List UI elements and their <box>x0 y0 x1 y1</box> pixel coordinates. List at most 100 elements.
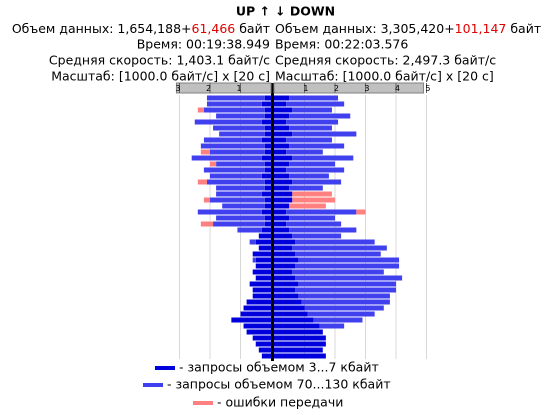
bar-segment <box>286 101 345 107</box>
bar-segment <box>295 275 403 281</box>
bar-segment <box>274 95 290 101</box>
bar-segment <box>274 131 293 137</box>
x-tick-label: 3 <box>364 84 369 93</box>
volume-part: Объем данных: 3,305,420+ <box>275 21 455 36</box>
bar-segment <box>264 179 271 185</box>
bar-segment <box>274 143 290 149</box>
volume-stat: Объем данных: 1,654,188+61,466 байт <box>12 21 270 36</box>
bar-segment <box>274 215 290 221</box>
bar-segment <box>274 293 299 299</box>
bar-segment <box>216 191 262 197</box>
bar-segment <box>274 149 287 155</box>
bar-segment <box>292 191 332 197</box>
bar-segment <box>274 203 290 209</box>
bar-segment <box>274 185 290 191</box>
bar-segment <box>261 119 271 125</box>
bar-segment <box>264 161 271 167</box>
bar-segment <box>289 185 323 191</box>
bar-segment <box>252 257 256 263</box>
bar-segment <box>274 323 320 329</box>
bar-segment <box>258 233 271 239</box>
bar-segment <box>274 329 323 335</box>
bar-segment <box>274 257 299 263</box>
bar-segment <box>292 179 342 185</box>
bar-segment <box>292 197 335 203</box>
bar-segment <box>197 179 207 185</box>
bar-segment <box>292 131 357 137</box>
bar-segment <box>261 227 271 233</box>
volume-part: байт <box>235 21 270 36</box>
bar-segment <box>252 293 271 299</box>
bar-segment <box>274 251 296 257</box>
bar-segment <box>289 125 332 131</box>
bar-segment <box>292 107 332 113</box>
bar-segment <box>258 347 271 353</box>
bar-segment <box>289 227 357 233</box>
bar-segment <box>264 197 271 203</box>
bar-segment <box>255 239 271 245</box>
scale-strip <box>175 82 272 94</box>
bar-segment <box>274 281 299 287</box>
bar-segment <box>274 101 287 107</box>
bar-segment <box>264 221 271 227</box>
bar-segment <box>255 341 271 347</box>
bar-segment <box>246 299 271 305</box>
bar-segment <box>200 143 265 149</box>
bar-segment <box>274 221 287 227</box>
bar-segment <box>219 131 265 137</box>
bar-segment <box>274 137 287 143</box>
bar-segment <box>261 191 271 197</box>
bar-segment <box>252 251 271 257</box>
bar-segment <box>258 245 271 251</box>
bar-segment <box>313 317 363 323</box>
bar-segment <box>286 209 357 215</box>
bar-segment <box>274 167 287 173</box>
bar-segment <box>264 125 271 131</box>
bar-segment <box>216 113 265 119</box>
bar-segment <box>274 299 302 305</box>
bar-segment <box>206 95 265 101</box>
volume-part: Объем данных: 1,654,188+ <box>12 21 192 36</box>
bar-segment <box>274 161 290 167</box>
bar-segment <box>274 155 293 161</box>
bar-segment <box>356 209 366 215</box>
bar-segment <box>210 173 262 179</box>
bar-segment <box>292 155 354 161</box>
bar-segment <box>274 317 314 323</box>
bar-segment <box>231 317 271 323</box>
bar-segment <box>274 305 305 311</box>
bar-segment <box>264 185 271 191</box>
bar-segment <box>240 311 271 317</box>
bar-segment <box>274 335 326 341</box>
bar-segment <box>295 263 400 269</box>
bar-segment <box>274 113 290 119</box>
legend-label: - запросы объемом 3...7 кбайт <box>179 360 379 375</box>
bar-segment <box>274 227 290 233</box>
bar-segment <box>222 203 265 209</box>
bar-segment <box>286 137 332 143</box>
bar-segment <box>274 107 293 113</box>
bar-segment <box>203 197 210 203</box>
bar-segment <box>298 281 396 287</box>
bar-segment <box>289 113 351 119</box>
bar-segment <box>292 269 384 275</box>
bar-segment <box>252 335 271 341</box>
x-tick-label: 4 <box>395 84 400 93</box>
bar-segment <box>255 263 271 269</box>
bar-segment <box>197 107 204 113</box>
bar-segment <box>274 269 293 275</box>
bar-segment <box>197 209 262 215</box>
bar-segment <box>289 203 326 209</box>
bar-segment <box>286 119 339 125</box>
bar-segment <box>200 149 210 155</box>
bar-segment <box>304 305 384 311</box>
bar-segment <box>286 221 342 227</box>
bar-segment <box>261 209 271 215</box>
chart-title: ↓ DOWN <box>275 4 335 19</box>
bar-segment <box>274 245 293 251</box>
bar-segment <box>210 161 217 167</box>
bar-segment <box>274 179 293 185</box>
bar-segment <box>203 107 265 113</box>
speed-stat: Средняя скорость: 2,497.3 байт/с <box>275 53 496 68</box>
